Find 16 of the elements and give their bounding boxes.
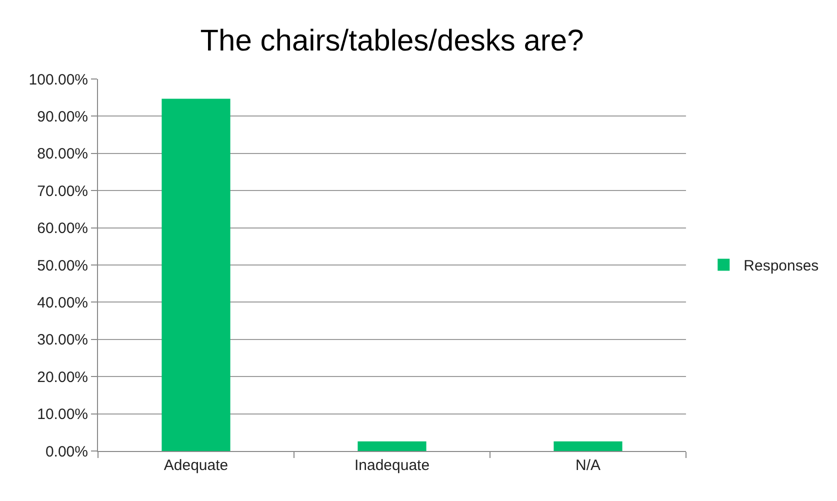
- x-tick-label: N/A: [575, 457, 601, 474]
- y-tick-label: 50.00%: [37, 257, 88, 274]
- x-tick-label: Adequate: [164, 457, 228, 474]
- y-tick-label: 100.00%: [28, 71, 88, 88]
- y-tick-label: 60.00%: [37, 220, 88, 238]
- y-tick-label: 30.00%: [37, 332, 88, 349]
- y-tick-label: 90.00%: [37, 108, 88, 126]
- y-tick-label: 70.00%: [37, 182, 88, 200]
- y-tick-label: 10.00%: [37, 406, 88, 424]
- y-tick-label: 20.00%: [37, 368, 88, 386]
- chart-title: The chairs/tables/desks are?: [200, 24, 584, 58]
- y-tick-label: 80.00%: [37, 146, 88, 163]
- legend-label: Responses: [744, 258, 819, 275]
- y-tick-label: 40.00%: [37, 294, 88, 312]
- x-tick-label: Inadequate: [354, 457, 430, 474]
- y-tick-label: 0.00%: [45, 443, 88, 460]
